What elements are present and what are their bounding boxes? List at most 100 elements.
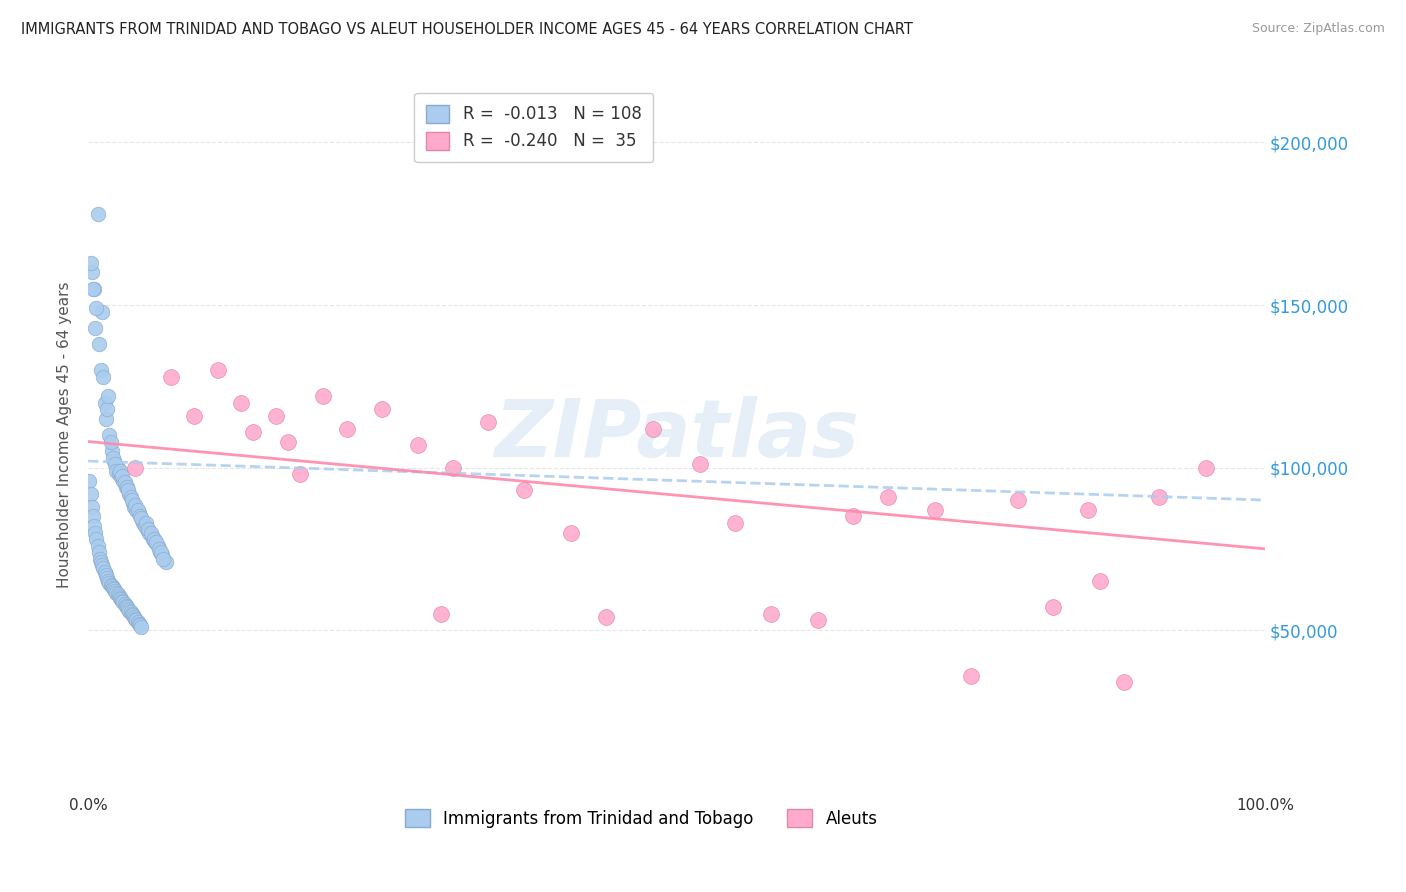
Point xyxy=(115,600,138,615)
Point xyxy=(80,500,103,514)
Point xyxy=(94,411,117,425)
Point xyxy=(242,425,264,439)
Point xyxy=(82,282,104,296)
Point xyxy=(103,454,125,468)
Point xyxy=(93,565,115,579)
Point xyxy=(83,519,105,533)
Point xyxy=(477,415,499,429)
Point xyxy=(79,474,101,488)
Point xyxy=(86,207,108,221)
Point xyxy=(84,525,107,540)
Point xyxy=(1088,574,1111,589)
Point xyxy=(1195,460,1218,475)
Point xyxy=(79,486,101,500)
Point xyxy=(124,612,146,626)
Point xyxy=(128,506,150,520)
Point xyxy=(114,480,136,494)
Point xyxy=(759,607,782,621)
Point xyxy=(183,409,205,423)
Point xyxy=(132,516,155,530)
Point xyxy=(207,363,229,377)
Point xyxy=(1147,490,1170,504)
Point xyxy=(111,468,134,483)
Point xyxy=(117,602,139,616)
Point xyxy=(115,480,138,494)
Point xyxy=(136,522,159,536)
Point xyxy=(121,493,143,508)
Point xyxy=(560,525,582,540)
Text: ZIPatlas: ZIPatlas xyxy=(494,396,859,474)
Point xyxy=(107,467,129,481)
Point xyxy=(104,458,127,472)
Point xyxy=(96,571,118,585)
Point xyxy=(125,503,148,517)
Point xyxy=(131,512,153,526)
Point xyxy=(120,490,142,504)
Point xyxy=(129,620,152,634)
Point xyxy=(312,389,335,403)
Point xyxy=(110,592,132,607)
Point xyxy=(105,585,128,599)
Point xyxy=(114,599,136,613)
Point xyxy=(91,558,114,573)
Legend: Immigrants from Trinidad and Tobago, Aleuts: Immigrants from Trinidad and Tobago, Ale… xyxy=(398,803,884,834)
Point xyxy=(93,369,115,384)
Point xyxy=(91,304,114,318)
Point xyxy=(121,607,143,621)
Point xyxy=(100,434,122,449)
Point xyxy=(135,516,157,530)
Point xyxy=(93,561,115,575)
Point xyxy=(143,532,166,546)
Point xyxy=(143,535,166,549)
Point xyxy=(430,607,453,621)
Point xyxy=(145,535,167,549)
Point xyxy=(406,438,429,452)
Point xyxy=(142,532,165,546)
Point xyxy=(136,522,159,536)
Point xyxy=(84,320,107,334)
Point xyxy=(371,402,394,417)
Point xyxy=(111,594,134,608)
Point xyxy=(150,549,173,563)
Point xyxy=(114,475,136,490)
Text: IMMIGRANTS FROM TRINIDAD AND TOBAGO VS ALEUT HOUSEHOLDER INCOME AGES 45 - 64 YEA: IMMIGRANTS FROM TRINIDAD AND TOBAGO VS A… xyxy=(21,22,912,37)
Point xyxy=(112,595,135,609)
Point xyxy=(83,282,105,296)
Point xyxy=(97,389,120,403)
Point xyxy=(146,539,169,553)
Point xyxy=(107,589,129,603)
Point xyxy=(1112,675,1135,690)
Point xyxy=(1077,503,1099,517)
Point xyxy=(128,616,150,631)
Point xyxy=(98,428,121,442)
Point xyxy=(125,613,148,627)
Point xyxy=(103,582,125,597)
Point xyxy=(82,509,104,524)
Point xyxy=(127,503,149,517)
Point xyxy=(108,591,131,605)
Point xyxy=(266,409,288,423)
Point xyxy=(277,434,299,449)
Point xyxy=(336,421,359,435)
Point xyxy=(89,551,111,566)
Point xyxy=(134,519,156,533)
Point xyxy=(100,579,122,593)
Point xyxy=(114,597,136,611)
Point xyxy=(924,503,946,517)
Point xyxy=(229,395,252,409)
Point xyxy=(112,474,135,488)
Point xyxy=(105,464,128,478)
Point xyxy=(148,541,170,556)
Point xyxy=(1042,600,1064,615)
Point xyxy=(101,581,124,595)
Point xyxy=(107,587,129,601)
Point xyxy=(127,615,149,629)
Point xyxy=(100,444,122,458)
Point xyxy=(129,618,152,632)
Point xyxy=(641,421,664,435)
Point xyxy=(118,604,141,618)
Point xyxy=(138,525,160,540)
Point xyxy=(155,555,177,569)
Point xyxy=(79,256,101,270)
Point xyxy=(807,613,830,627)
